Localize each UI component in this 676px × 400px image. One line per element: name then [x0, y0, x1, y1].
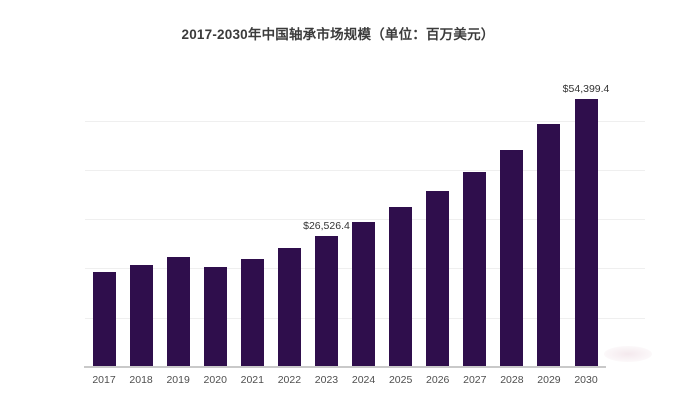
x-tick-2017: 2017 [92, 374, 116, 386]
x-tick-2021: 2021 [240, 374, 264, 386]
x-tick-2022: 2022 [277, 374, 302, 386]
gridline-30000 [85, 219, 645, 221]
bar-2018 [129, 264, 153, 367]
watermark-smudge [604, 346, 652, 362]
bar-2026 [426, 190, 450, 367]
data-label-2023: $26,526.4 [303, 220, 350, 233]
x-tick-2020: 2020 [203, 374, 227, 386]
x-tick-2028: 2028 [500, 374, 524, 386]
chart-title: 2017-2030年中国轴承市场规模（单位：百万美元） [181, 27, 495, 42]
bar-2023 [314, 236, 338, 367]
x-tick-2027: 2027 [463, 374, 487, 386]
x-axis-line [84, 366, 606, 368]
bar-2017 [92, 272, 116, 367]
bar-2019 [166, 257, 190, 367]
bar-2027 [463, 172, 487, 367]
gridline-50000 [85, 120, 645, 122]
x-tick-2019: 2019 [166, 374, 190, 386]
x-tick-2025: 2025 [388, 374, 413, 386]
x-tick-2026: 2026 [426, 374, 450, 386]
bar-2030 [574, 99, 598, 367]
data-label-2030: $54,399.4 [562, 83, 610, 95]
bar-2029 [537, 124, 561, 367]
bar-2021 [240, 259, 264, 367]
bar-2020 [203, 267, 227, 367]
bar-2028 [500, 149, 524, 367]
x-tick-2029: 2029 [537, 374, 561, 386]
x-tick-2018: 2018 [129, 374, 153, 386]
bar-2022 [277, 247, 301, 367]
x-tick-2030: 2030 [574, 374, 598, 386]
gridline-40000 [85, 169, 645, 171]
bar-2025 [389, 207, 413, 367]
x-tick-2024: 2024 [351, 374, 376, 386]
bar-2024 [352, 221, 376, 367]
x-tick-2023: 2023 [314, 374, 339, 386]
